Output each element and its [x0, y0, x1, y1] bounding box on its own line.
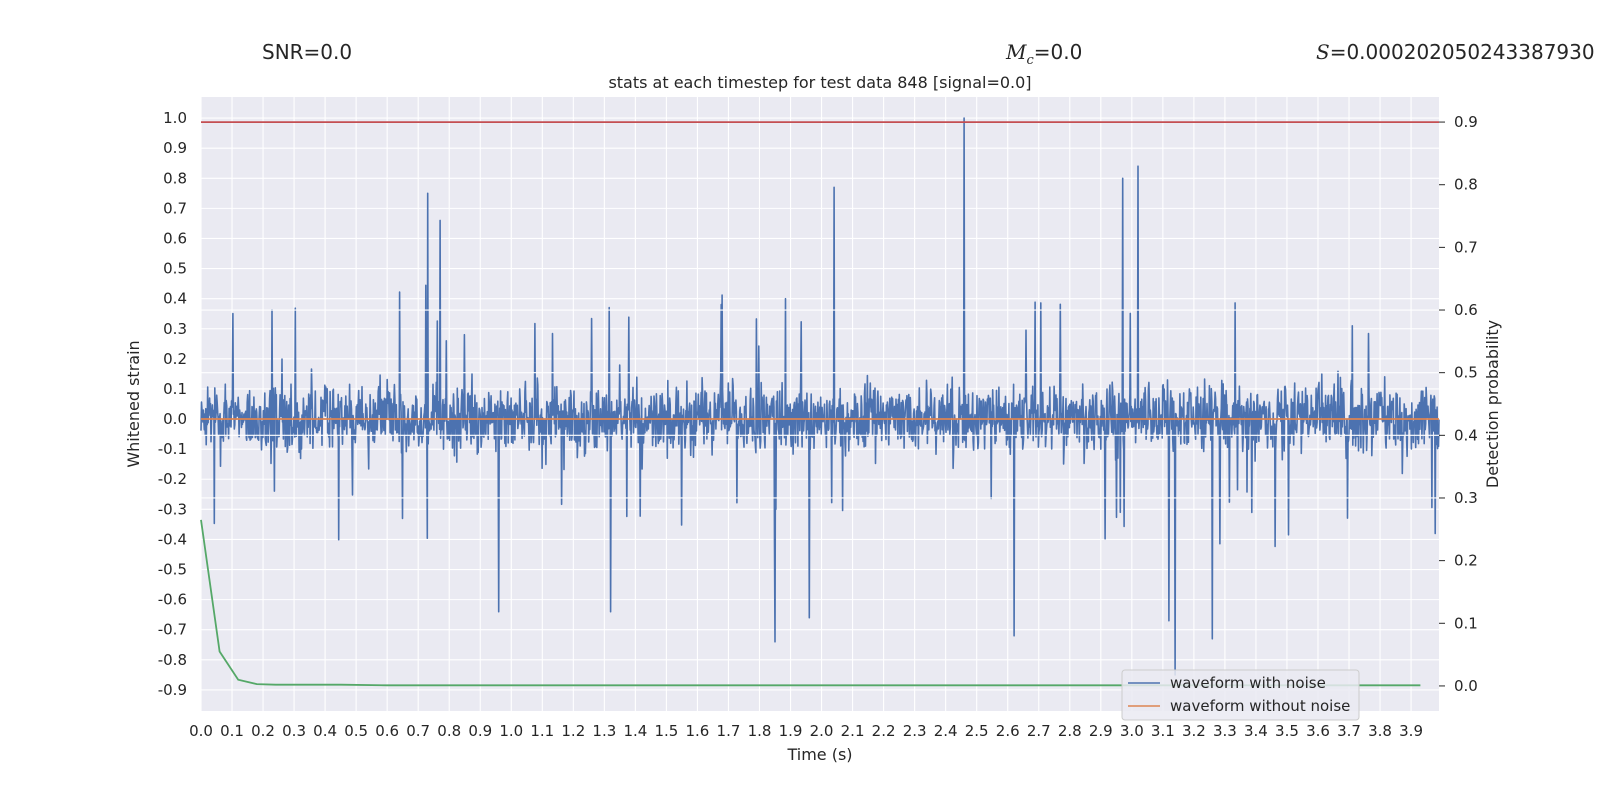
- legend-label-clean: waveform without noise: [1170, 697, 1350, 715]
- x-tick-label: 3.9: [1399, 722, 1423, 740]
- x-tick-label: 1.2: [561, 722, 585, 740]
- y2-tick-label: 0.8: [1454, 176, 1478, 194]
- chirp-mass-label: Mc=0.0: [1006, 40, 1082, 68]
- x-tick-label: 1.7: [717, 722, 741, 740]
- y2-tick-label: 0.4: [1454, 426, 1478, 444]
- y-tick-label: -0.9: [158, 681, 187, 699]
- x-tick-label: 3.1: [1151, 722, 1175, 740]
- x-tick-label: 2.1: [841, 722, 865, 740]
- y2-axis-label: Detection probability: [1483, 320, 1502, 488]
- y2-axis-ticks: 0.9 0.8 0.7 0.6 0.5 0.4 0.3 0.2 0.1 0.0: [1439, 113, 1478, 695]
- y-tick-label: 0.6: [163, 229, 187, 247]
- x-tick-label: 2.0: [810, 722, 834, 740]
- chart-title: stats at each timestep for test data 848…: [608, 73, 1031, 92]
- y-tick-label: -0.2: [158, 470, 187, 488]
- x-tick-label: 1.6: [686, 722, 710, 740]
- x-tick-label: 1.4: [623, 722, 647, 740]
- x-tick-label: 2.7: [1027, 722, 1051, 740]
- y-tick-label: -0.3: [158, 500, 187, 518]
- y-tick-label: -0.5: [158, 561, 187, 579]
- y2-tick-label: 0.1: [1454, 614, 1478, 632]
- x-tick-label: 2.5: [965, 722, 989, 740]
- x-tick-label: 3.8: [1368, 722, 1392, 740]
- x-tick-label: 1.3: [592, 722, 616, 740]
- y-tick-label: 0.7: [163, 199, 187, 217]
- y-tick-label: 0.4: [163, 290, 187, 308]
- y-tick-label: 0.5: [163, 260, 187, 278]
- x-tick-label: 1.8: [748, 722, 772, 740]
- chirp-mass-value: =0.0: [1033, 40, 1083, 64]
- y-tick-label: -0.6: [158, 591, 187, 609]
- y2-tick-label: 0.9: [1454, 113, 1478, 131]
- x-tick-label: 0.1: [220, 722, 244, 740]
- x-tick-label: 3.6: [1306, 722, 1330, 740]
- x-tick-label: 1.0: [499, 722, 523, 740]
- chirp-mass-subscript: c: [1026, 53, 1034, 68]
- x-tick-label: 3.3: [1213, 722, 1237, 740]
- y2-tick-label: 0.5: [1454, 364, 1478, 382]
- y-tick-label: 0.0: [163, 410, 187, 428]
- legend: waveform with noise waveform without noi…: [1121, 669, 1360, 721]
- y-tick-label: 1.0: [163, 109, 187, 127]
- y-tick-label: 0.3: [163, 320, 187, 338]
- x-tick-label: 3.5: [1275, 722, 1299, 740]
- x-tick-label: 0.5: [344, 722, 368, 740]
- y-tick-label: 0.1: [163, 380, 187, 398]
- x-tick-label: 2.4: [934, 722, 958, 740]
- grid: [200, 97, 1439, 711]
- x-tick-label: 1.9: [779, 722, 803, 740]
- x-tick-label: 3.4: [1244, 722, 1268, 740]
- y-tick-label: 0.2: [163, 350, 187, 368]
- chirp-mass-symbol: M: [1006, 40, 1027, 64]
- x-tick-label: 2.8: [1058, 722, 1082, 740]
- x-tick-label: 0.0: [189, 722, 213, 740]
- x-axis-ticks: 0.0 0.1 0.2 0.3 0.4 0.5 0.6 0.7 0.8 0.9 1.0 1.1 1.2 1…: [189, 722, 1423, 740]
- y-axis-ticks: 1.0 0.9 0.8 0.7 0.6 0.5 0.4 0.3 0.2 0.1 0.0 -0.1 -0.…: [158, 109, 187, 699]
- x-tick-label: 2.9: [1089, 722, 1113, 740]
- y-tick-label: 0.8: [163, 169, 187, 187]
- y-tick-label: 0.9: [163, 139, 187, 157]
- x-tick-label: 3.0: [1120, 722, 1144, 740]
- snr-label: SNR=0.0: [262, 40, 353, 64]
- x-tick-label: 1.1: [530, 722, 554, 740]
- detection-probability-line: [200, 519, 1421, 687]
- x-tick-label: 3.2: [1182, 722, 1206, 740]
- y-axis-label: Whitened strain: [124, 340, 143, 467]
- legend-box: [1121, 669, 1360, 721]
- x-tick-label: 0.2: [251, 722, 275, 740]
- y2-tick-label: 0.0: [1454, 677, 1478, 695]
- x-axis-label: Time (s): [786, 745, 852, 764]
- y-tick-label: -0.4: [158, 530, 187, 548]
- s-stat-symbol: S: [1316, 40, 1330, 64]
- y-tick-label: -0.1: [158, 440, 187, 458]
- y2-tick-label: 0.2: [1454, 552, 1478, 570]
- x-tick-label: 2.3: [903, 722, 927, 740]
- x-tick-label: 0.3: [282, 722, 306, 740]
- s-stat-value: =0.000202050243387930: [1329, 40, 1595, 64]
- x-tick-label: 3.7: [1337, 722, 1361, 740]
- x-tick-label: 0.7: [406, 722, 430, 740]
- y2-tick-label: 0.3: [1454, 489, 1478, 507]
- y-tick-label: -0.8: [158, 651, 187, 669]
- x-tick-label: 1.5: [654, 722, 678, 740]
- x-tick-label: 2.6: [996, 722, 1020, 740]
- s-stat-label: S=0.000202050243387930: [1316, 40, 1595, 64]
- y2-tick-label: 0.6: [1454, 301, 1478, 319]
- x-tick-label: 0.8: [437, 722, 461, 740]
- y-tick-label: -0.7: [158, 621, 187, 639]
- y2-tick-label: 0.7: [1454, 238, 1478, 256]
- x-tick-label: 0.6: [375, 722, 399, 740]
- legend-label-noise: waveform with noise: [1170, 674, 1326, 692]
- x-tick-label: 2.2: [872, 722, 896, 740]
- series-lines-layer: [200, 121, 1439, 687]
- x-tick-label: 0.4: [313, 722, 337, 740]
- x-tick-label: 0.9: [468, 722, 492, 740]
